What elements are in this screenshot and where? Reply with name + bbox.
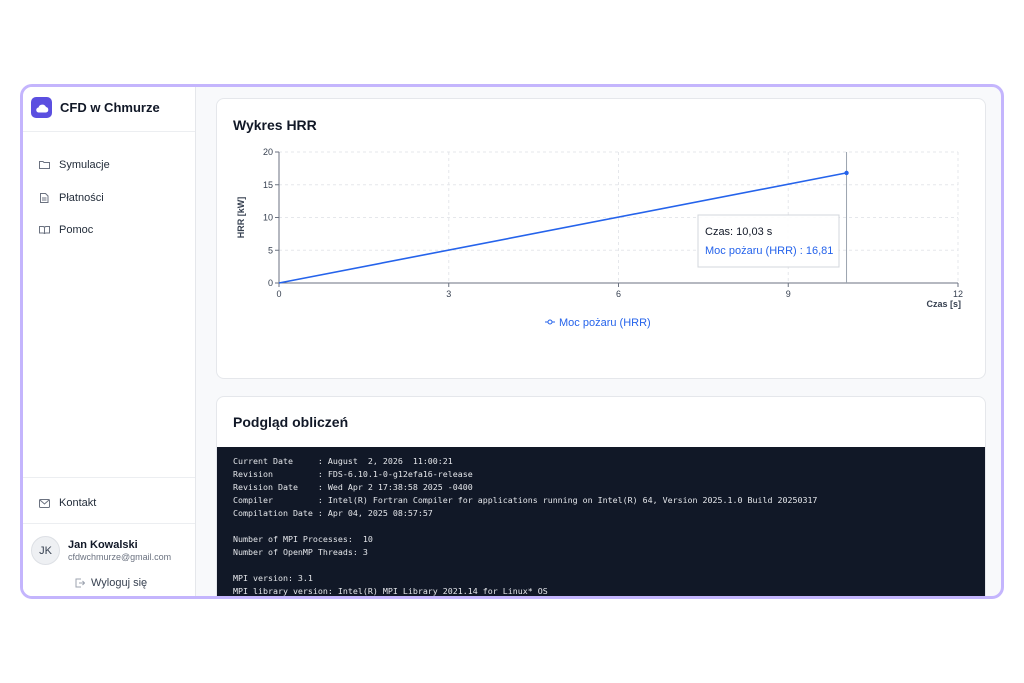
preview-card: Podgląd obliczeń Current Date : August 2… — [216, 396, 986, 596]
legend-marker — [547, 319, 553, 325]
line — [278, 172, 847, 284]
x-tick-label: 6 — [616, 289, 621, 299]
tooltip-value: Moc pożaru (HRR) : 16,81 — [705, 245, 833, 257]
divider — [23, 131, 195, 132]
point — [844, 170, 849, 176]
x-tick-label: 3 — [446, 289, 451, 299]
nav-item[interactable]: Kontakt — [39, 497, 96, 509]
terminal-line: Compiler : Intel(R) Fortran Compiler for… — [233, 495, 818, 505]
terminal-line: Number of MPI Processes: 10 — [233, 534, 373, 544]
chart-title: Wykres HRR — [233, 117, 317, 133]
terminal-line: Revision Date : Wed Apr 2 17:38:58 2025 … — [233, 482, 473, 492]
x-tick-label: 9 — [786, 289, 791, 299]
x-axis-label: Czas [s] — [926, 299, 961, 309]
legend-label: Moc pożaru (HRR) — [559, 317, 651, 329]
brand: CFD w Chmurze — [31, 97, 160, 118]
terminal-line: MPI library version: Intel(R) MPI Librar… — [233, 586, 548, 596]
nav-label[interactable]: Kontakt — [59, 497, 97, 509]
user-name: Jan Kowalski — [68, 539, 138, 551]
terminal-line: Current Date : August 2, 2026 11:00:21 — [233, 456, 453, 466]
nav-label[interactable]: Symulacje — [59, 159, 110, 171]
y-tick-label: 0 — [268, 278, 273, 288]
terminal: Current Date : August 2, 2026 11:00:21 Re… — [217, 447, 985, 596]
divider — [23, 523, 195, 524]
divider — [23, 477, 195, 478]
user-email: cfdwchmurze@gmail.com — [68, 552, 172, 562]
x-tick-label: 12 — [953, 289, 963, 299]
avatar: JK — [31, 536, 60, 565]
tooltip — [697, 214, 840, 268]
nav-item[interactable]: Pomoc — [39, 224, 93, 236]
y-tick-label: 10 — [263, 213, 273, 223]
nav-label[interactable]: Pomoc — [59, 224, 94, 236]
chart-card: Wykres HRR 0 5 10 15 20 0 3 6 9 12 Czas [s] HRR [kW… — [216, 98, 986, 379]
nav-item[interactable]: Symulacje — [39, 159, 110, 171]
terminal-line: MPI version: 3.1 — [233, 573, 313, 583]
terminal-block: Number of MPI Processes: 10 Number of Ope… — [233, 533, 969, 559]
y-axis-label: HRR [kW] — [236, 197, 246, 239]
x-tick-label: 0 — [276, 289, 281, 299]
nav-label[interactable]: Płatności — [59, 191, 104, 204]
terminal-line: Revision : FDS-6.10.1-0-g12efa16-release — [233, 469, 473, 479]
terminal-block: MPI version: 3.1 MPI library version: Int… — [233, 572, 969, 596]
brand-name: CFD w Chmurze — [60, 100, 160, 115]
terminal-line: Number of OpenMP Threads: 3 — [233, 547, 368, 557]
logout[interactable]: Wyloguj się — [75, 577, 147, 589]
y-tick-label: 5 — [268, 245, 273, 255]
preview-title: Podgląd obliczeń — [233, 414, 349, 430]
app-window: CFD w Chmurze Symulacje Płatności Pomoc Ko… — [20, 84, 1004, 599]
nav-item[interactable]: Płatności — [39, 192, 104, 204]
tooltip-x: Czas: 10,03 s — [705, 226, 773, 238]
logo — [31, 97, 52, 118]
sidebar: CFD w Chmurze Symulacje Płatności Pomoc Ko… — [23, 87, 196, 596]
terminal-line: Compilation Date : Apr 04, 2025 08:57:57 — [233, 508, 433, 518]
terminal-block: Current Date : August 2, 2026 11:00:21 Re… — [233, 455, 969, 520]
y-tick-label: 20 — [263, 147, 273, 157]
logout-label[interactable]: Wyloguj się — [91, 577, 148, 589]
y-tick-label: 15 — [263, 180, 273, 190]
